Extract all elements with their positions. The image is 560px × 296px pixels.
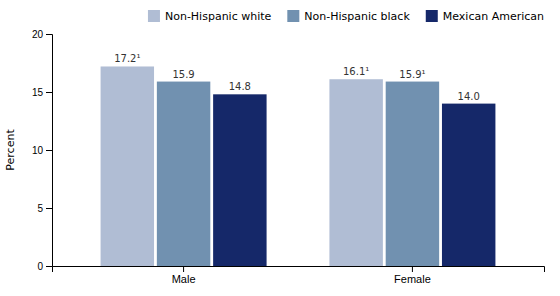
legend-label: Non-Hispanic white	[165, 10, 272, 23]
legend-swatch	[426, 10, 438, 22]
y-tick-label: 5	[37, 203, 43, 214]
bar	[213, 94, 266, 266]
x-tick: Male	[172, 266, 196, 285]
chart: 0 5 10 15 20 Male Female 17.2¹ 16.1¹ 15.9 15.9¹ 14.…	[0, 0, 560, 296]
y-tick-mark	[46, 92, 52, 93]
x-axis: Male Female	[53, 266, 545, 285]
x-tick: Female	[394, 266, 431, 285]
x-tick-label: Female	[394, 273, 431, 285]
legend-label: Mexican American	[443, 10, 544, 23]
plot: 0 5 10 15 20 Male Female 17.2¹ 16.1¹ 15.9 15.9¹ 14.…	[32, 29, 545, 285]
legend-item: Non-Hispanic white	[148, 10, 272, 23]
legend-item: Non-Hispanic black	[287, 10, 410, 23]
y-axis: 0 5 10 15 20	[32, 29, 53, 272]
y-tick: 15	[32, 87, 52, 98]
y-tick-label: 10	[32, 145, 44, 156]
y-tick-mark	[46, 34, 52, 35]
y-tick: 10	[32, 145, 52, 156]
legend-swatch	[148, 10, 160, 22]
x-tick-mark	[183, 266, 184, 272]
legend: Non-Hispanic white Non-Hispanic black Mexi…	[148, 10, 544, 23]
bars	[101, 66, 496, 266]
data-label: 15.9¹	[399, 69, 425, 80]
bar	[101, 66, 154, 266]
x-axis-line	[53, 267, 545, 273]
data-label: 14.8	[229, 81, 251, 92]
data-labels: 17.2¹ 16.1¹ 15.9 15.9¹ 14.8 14.0	[114, 53, 480, 101]
data-label: 17.2¹	[114, 53, 140, 64]
y-tick-label: 0	[37, 261, 43, 272]
y-tick-mark	[46, 150, 52, 151]
y-tick-label: 15	[32, 87, 44, 98]
y-tick-label: 20	[32, 29, 44, 40]
data-label: 14.0	[458, 91, 480, 102]
bar	[157, 82, 210, 266]
bar	[386, 82, 439, 266]
x-tick-mark	[412, 266, 413, 272]
y-tick-mark	[46, 266, 52, 267]
y-tick-mark	[46, 208, 52, 209]
x-tick-label: Male	[172, 273, 196, 285]
y-tick: 5	[37, 203, 52, 214]
y-tick: 0	[37, 261, 52, 272]
legend-label: Non-Hispanic black	[304, 10, 410, 23]
y-axis-title: Percent	[4, 129, 17, 171]
bar	[442, 104, 495, 266]
legend-swatch	[287, 10, 299, 22]
y-axis-line	[46, 35, 53, 267]
bar	[329, 79, 382, 266]
legend-item: Mexican American	[426, 10, 544, 23]
y-tick: 20	[32, 29, 52, 40]
data-label: 15.9	[172, 69, 194, 80]
data-label: 16.1¹	[343, 66, 369, 77]
